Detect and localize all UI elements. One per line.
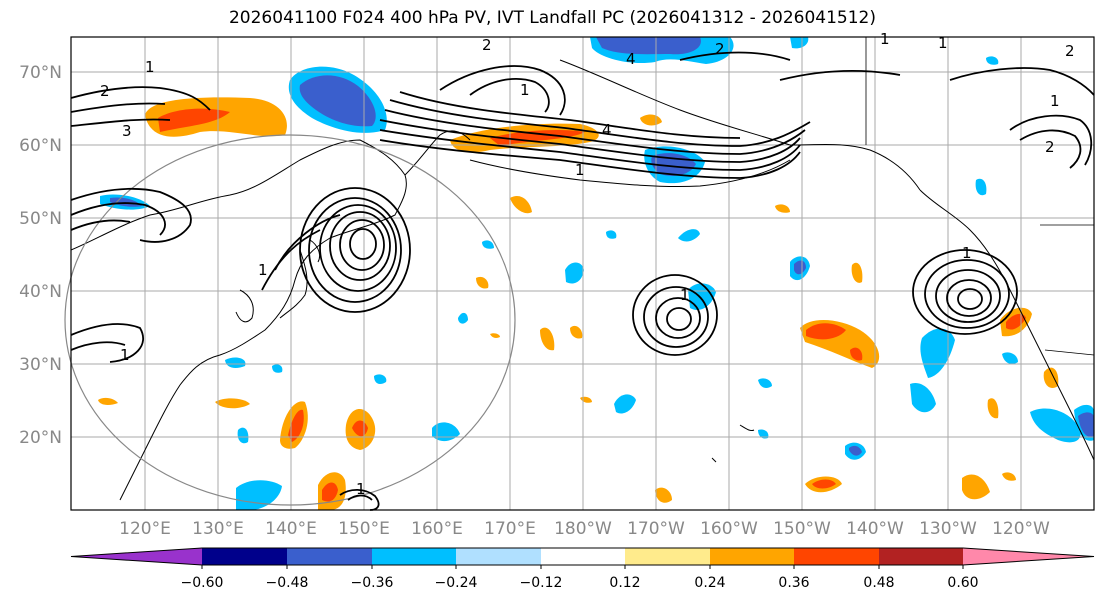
colorbar-tick-label: 0.24	[694, 575, 725, 591]
colorbar-swatch	[71, 548, 202, 565]
longitude-labels: 120°E 130°E 140°E 150°E 160°E 170°E 180°…	[119, 519, 1050, 539]
contour-label: 1	[962, 244, 972, 262]
colorbar-swatch	[879, 548, 963, 565]
colorbar-swatch	[202, 548, 287, 565]
pv-contours	[70, 51, 1095, 511]
colorbar-tick-label: −0.60	[181, 575, 224, 591]
colorbar-swatch	[963, 548, 1094, 565]
map-frame	[70, 36, 1095, 511]
colorbar-swatch	[372, 548, 456, 565]
colorbar-ticks	[201, 565, 964, 569]
contour-label: 1	[1050, 92, 1060, 110]
region-circle	[64, 134, 516, 506]
lon-label: 160°E	[411, 519, 463, 539]
lat-label: 30°N	[19, 355, 62, 375]
colorbar-tick-label: −0.36	[351, 575, 394, 591]
lon-label: 140°E	[265, 519, 317, 539]
colorbar-swatch	[625, 548, 710, 565]
colorbar-swatch	[541, 548, 625, 565]
lon-label: 180°W	[554, 519, 612, 539]
lon-label: 170°E	[484, 519, 536, 539]
contour-label: 4	[602, 121, 612, 139]
graticule	[71, 37, 1094, 510]
contour-label: 2	[715, 40, 725, 58]
contour-label: 2	[1065, 42, 1075, 60]
lon-label: 150°W	[773, 519, 831, 539]
colorbar-tick-label: −0.12	[520, 575, 563, 591]
contour-label: 1	[880, 30, 890, 48]
lat-label: 60°N	[19, 136, 62, 156]
lat-label: 40°N	[19, 282, 62, 302]
contour-labels: 1 2 3 4 2 1 4 2 1 1 1 2 1 2 1 1 1 1 1	[100, 30, 1075, 498]
contour-label: 1	[680, 286, 690, 304]
colorbar-tick-label: −0.48	[266, 575, 309, 591]
lon-label: 130°W	[919, 519, 977, 539]
contour-label: 1	[145, 58, 155, 76]
colorbar-tick-label: 0.48	[863, 575, 894, 591]
lon-label: 130°E	[192, 519, 244, 539]
contour-label: 2	[100, 82, 110, 100]
lon-label: 140°W	[846, 519, 904, 539]
colorbar-labels: −0.60 −0.48 −0.36 −0.24 −0.12 0.12 0.24 …	[181, 575, 979, 591]
colorbar-swatch	[710, 548, 794, 565]
colorbar-swatch	[456, 548, 541, 565]
colorbar-tick-label: 0.36	[778, 575, 809, 591]
colorbar-tick-label: 0.12	[609, 575, 640, 591]
contour-label: 1	[356, 480, 366, 498]
contour-label: 1	[258, 261, 268, 279]
lat-label: 50°N	[19, 209, 62, 229]
lon-label: 150°E	[338, 519, 390, 539]
latitude-labels: 70°N 60°N 50°N 40°N 30°N 20°N	[19, 63, 62, 448]
contour-label: 1	[938, 34, 948, 52]
map-panel: 1 2 3 4 2 1 4 2 1 1 1 2 1 2 1 1 1 1 1	[64, 30, 1095, 511]
lon-label: 120°E	[119, 519, 171, 539]
contour-label: 3	[122, 122, 132, 140]
contour-label: 1	[520, 81, 530, 99]
colorbar-tick-label: −0.24	[435, 575, 478, 591]
lat-label: 20°N	[19, 428, 62, 448]
contour-label: 4	[626, 50, 636, 68]
lat-label: 70°N	[19, 63, 62, 83]
contour-label: 1	[575, 161, 585, 179]
contour-label: 2	[482, 36, 492, 54]
contour-label: 1	[120, 346, 130, 364]
figure-title: 2026041100 F024 400 hPa PV, IVT Landfall…	[228, 8, 876, 28]
colorbar-swatches	[70, 547, 1095, 566]
lon-label: 120°W	[992, 519, 1050, 539]
lon-label: 160°W	[700, 519, 758, 539]
colorbar-swatch	[287, 548, 372, 565]
lon-label: 170°W	[627, 519, 685, 539]
colorbar: −0.60 −0.48 −0.36 −0.24 −0.12 0.12 0.24 …	[70, 547, 1095, 591]
contour-label: 2	[1045, 138, 1055, 156]
colorbar-tick-label: 0.60	[947, 575, 978, 591]
colorbar-swatch	[794, 548, 879, 565]
